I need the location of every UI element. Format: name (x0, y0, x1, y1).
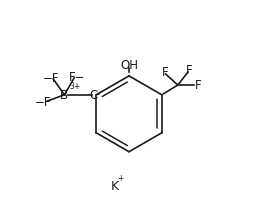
Text: F: F (162, 66, 168, 79)
Text: C: C (90, 88, 98, 101)
Text: ·: · (96, 87, 101, 102)
Text: K: K (111, 179, 119, 192)
Text: B: B (60, 89, 68, 102)
Text: −F: −F (35, 95, 51, 109)
Text: +: + (117, 173, 124, 182)
Text: F: F (186, 64, 192, 77)
Text: F−: F− (69, 71, 85, 83)
Text: 3+: 3+ (69, 82, 80, 91)
Text: −F: −F (43, 71, 59, 84)
Text: OH: OH (120, 59, 138, 72)
Text: F: F (195, 79, 201, 92)
